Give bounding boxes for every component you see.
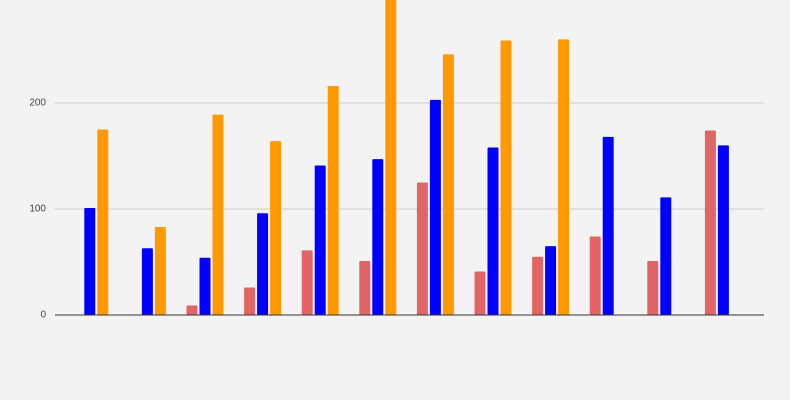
bar [314,165,326,315]
bar [301,250,313,315]
bar [154,227,166,315]
y-tick-label: 0 [40,310,46,321]
bar [186,305,198,315]
bar [704,130,716,315]
bar [141,248,153,315]
bar [487,147,499,315]
bar [385,0,397,315]
bar [257,213,269,315]
bar [442,54,454,316]
y-tick-label: 300 [29,0,46,3]
bar [558,39,570,316]
bar [545,246,557,315]
bar [212,114,224,315]
bar [372,159,384,315]
bar [416,182,428,315]
bar [244,287,256,315]
bar [717,145,729,315]
bar [429,99,441,315]
bar [359,260,371,315]
bar [84,207,96,315]
bar [199,257,211,315]
bar [660,197,672,315]
bar [647,260,659,315]
y-tick-label: 200 [29,98,46,109]
bar [474,271,486,315]
bar [270,141,282,315]
y-tick-label: 100 [29,204,46,215]
bar [327,86,339,315]
bar [589,236,601,315]
bar [97,129,109,315]
bar [500,40,512,316]
bar [532,256,544,315]
bar [602,136,614,315]
